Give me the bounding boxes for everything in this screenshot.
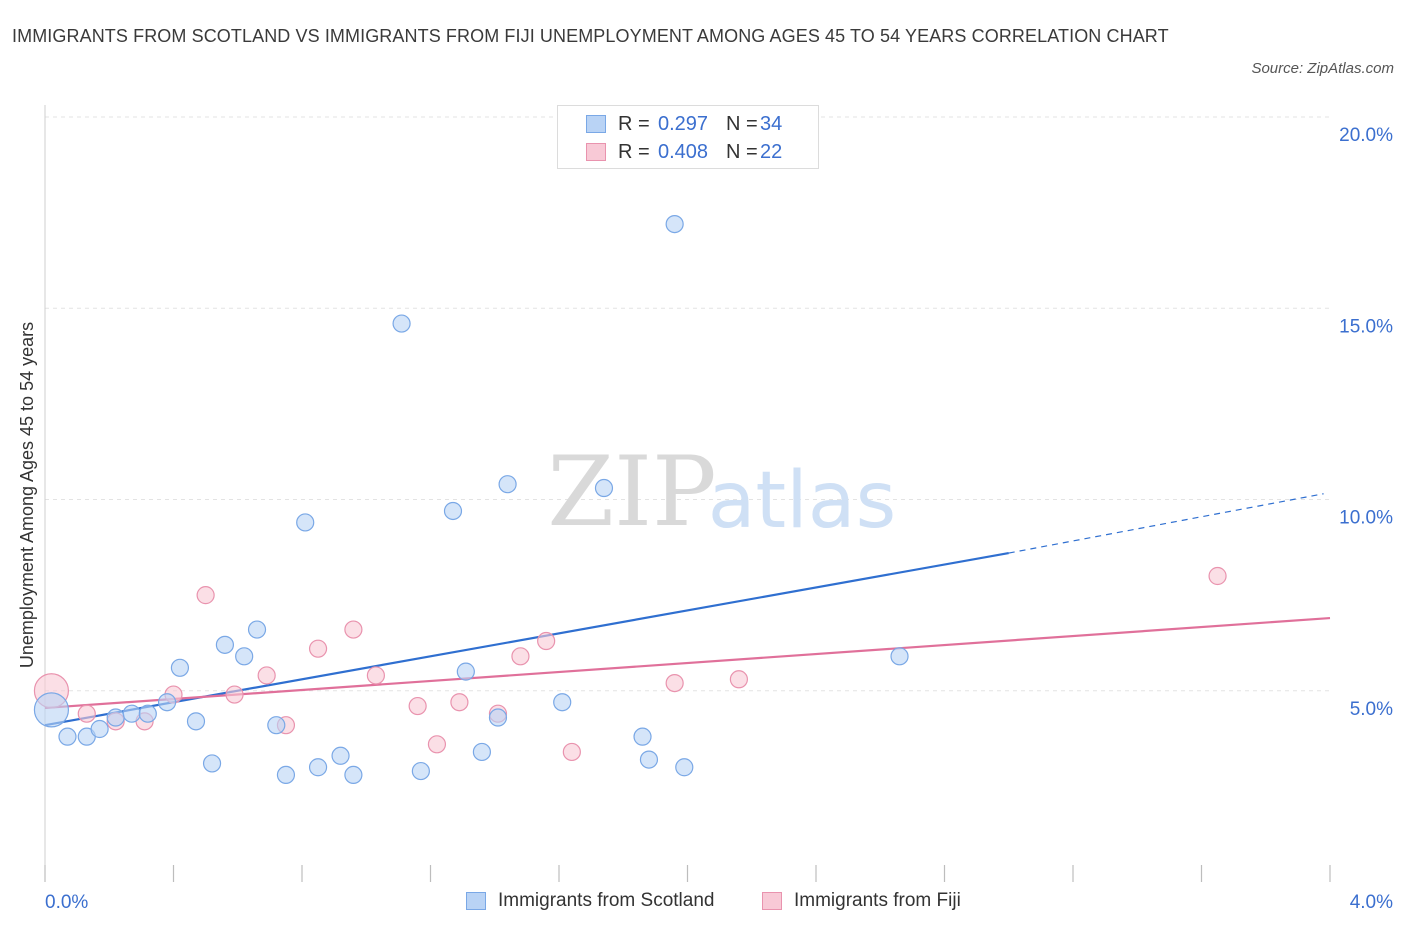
legend-r-value: 0.408 <box>658 140 709 163</box>
trend-line-scotland <box>44 551 1009 727</box>
point-scotland <box>267 716 286 735</box>
chart-title: IMMIGRANTS FROM SCOTLAND VS IMMIGRANTS F… <box>12 26 1169 46</box>
y-tick-label: 20.0% <box>1339 125 1393 146</box>
point-fiji <box>344 620 363 639</box>
point-scotland <box>639 750 659 769</box>
point-scotland <box>392 314 411 333</box>
point-scotland <box>202 754 222 773</box>
legend-row-scotland: R = 0.297 N = 34 <box>586 111 782 137</box>
point-scotland <box>186 712 206 731</box>
legend-n-label: N = <box>726 140 758 163</box>
series-legend: Immigrants from Scotland Immigrants from… <box>0 890 1406 916</box>
legend-label-scotland: Immigrants from Scotland <box>498 890 715 911</box>
point-scotland <box>665 215 684 234</box>
point-scotland <box>331 746 350 765</box>
point-fiji <box>729 670 749 689</box>
point-fiji <box>537 631 556 651</box>
point-scotland <box>296 513 315 532</box>
point-scotland <box>138 704 157 723</box>
point-scotland <box>247 620 267 639</box>
y-axis-label: Unemployment Among Ages 45 to 54 years <box>17 322 37 668</box>
point-fiji <box>308 639 328 658</box>
legend-label-fiji: Immigrants from Fiji <box>794 890 961 911</box>
point-scotland <box>215 635 234 654</box>
legend-n-value: 22 <box>760 140 783 163</box>
y-tick-label: 15.0% <box>1339 316 1393 337</box>
point-scotland <box>472 742 491 762</box>
point-scotland <box>90 719 109 739</box>
point-fiji <box>562 742 581 762</box>
legend-swatch-fiji <box>762 892 782 910</box>
point-scotland <box>890 647 909 666</box>
legend-n-label: N = <box>726 112 758 135</box>
correlation-legend: R = 0.297 N = 34 R = 0.408 N = 22 <box>557 105 819 169</box>
point-scotland <box>344 765 363 785</box>
legend-r-value: 0.297 <box>658 112 709 135</box>
y-tick-label: 5.0% <box>1350 699 1393 720</box>
point-scotland <box>411 761 430 781</box>
point-scotland <box>488 708 508 727</box>
point-scotland <box>58 727 77 746</box>
point-fiji <box>427 735 447 754</box>
legend-swatch-scotland <box>466 892 486 910</box>
legend-r-label: R = <box>618 140 650 163</box>
legend-item-scotland[interactable]: Immigrants from Scotland <box>466 890 714 912</box>
point-scotland <box>170 658 190 677</box>
point-scotland <box>33 692 70 728</box>
point-fiji <box>408 696 427 716</box>
point-scotland <box>157 693 177 712</box>
point-fiji <box>366 666 385 685</box>
legend-row-fiji: R = 0.408 N = 22 <box>586 139 782 165</box>
trend-lines <box>44 493 1331 727</box>
trend-line-fiji <box>44 616 1331 710</box>
point-scotland <box>675 758 694 777</box>
axes <box>44 105 1331 882</box>
point-scotland <box>276 765 296 785</box>
watermark-atlas: atlas <box>708 456 897 546</box>
legend-n-value: 34 <box>760 112 783 135</box>
legend-item-fiji[interactable]: Immigrants from Fiji <box>762 890 961 912</box>
legend-r-label: R = <box>618 112 650 135</box>
tick-labels: 5.0% 10.0% 15.0% 20.0% 0.0% 4.0% Unemployment … <box>17 125 1393 913</box>
gridlines <box>45 116 1330 692</box>
x-tick-label: 4.0% <box>1350 892 1393 913</box>
point-fiji <box>1208 566 1227 586</box>
point-fiji <box>450 693 469 712</box>
y-tick-label: 10.0% <box>1339 508 1393 529</box>
point-fiji <box>77 704 96 723</box>
point-scotland <box>553 693 572 712</box>
point-scotland <box>308 758 328 777</box>
point-fiji <box>257 666 276 685</box>
legend-swatch-scotland <box>586 115 606 133</box>
data-points <box>33 215 1227 785</box>
point-scotland <box>122 704 141 723</box>
watermark-zip: ZIP <box>547 436 716 548</box>
point-fiji <box>665 673 684 693</box>
point-fiji <box>511 647 530 666</box>
point-scotland <box>498 475 517 494</box>
point-scotland <box>443 501 463 521</box>
point-fiji <box>225 685 244 704</box>
x-tick-label: 0.0% <box>45 892 88 913</box>
point-scotland <box>106 708 125 727</box>
trend-line-extension <box>1008 493 1324 554</box>
point-scotland <box>456 662 475 681</box>
source-label: Source: ZipAtlas.com <box>1251 60 1394 77</box>
point-fiji <box>196 586 215 605</box>
legend-swatch-fiji <box>586 143 606 161</box>
point-scotland <box>235 647 254 666</box>
point-scotland <box>594 478 614 498</box>
point-scotland <box>633 727 652 746</box>
